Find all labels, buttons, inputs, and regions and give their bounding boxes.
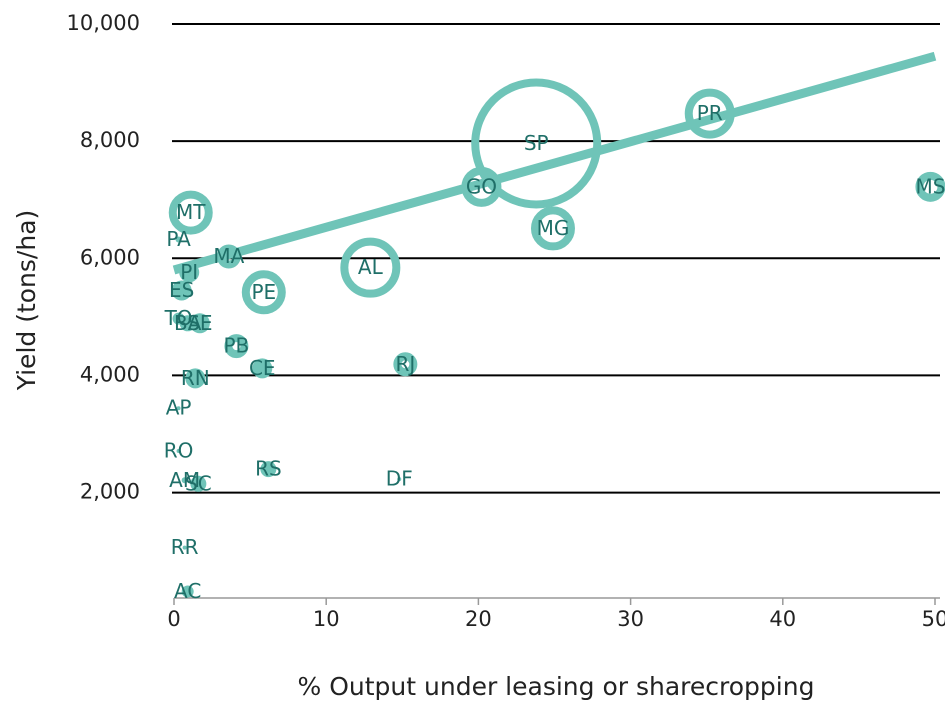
bubble-label: PE bbox=[251, 280, 276, 304]
bubble bbox=[684, 88, 735, 139]
bubble bbox=[185, 368, 206, 389]
bubble-label: MA bbox=[213, 244, 244, 268]
bubble bbox=[181, 585, 194, 598]
bubble bbox=[176, 406, 181, 411]
bubble-label: PA bbox=[166, 227, 191, 251]
bubble-label: RS bbox=[255, 457, 282, 481]
x-tick-label: 50 bbox=[922, 607, 945, 631]
bubble-label: DF bbox=[386, 467, 413, 491]
x-tick-label: 40 bbox=[769, 607, 796, 631]
bubble-label: SC bbox=[185, 471, 212, 495]
x-tick-label: 10 bbox=[313, 607, 340, 631]
bubble-label: AL bbox=[358, 255, 384, 279]
bubble-label: SE bbox=[187, 311, 212, 335]
bubble bbox=[241, 270, 286, 315]
bubble-label: AM bbox=[169, 468, 200, 492]
bubble-label: BA bbox=[174, 311, 202, 335]
bubble bbox=[179, 262, 200, 283]
bubble bbox=[181, 477, 188, 484]
y-tick-label: 6,000 bbox=[80, 245, 140, 269]
bubble-label: SP bbox=[524, 131, 549, 155]
y-tick-label: 8,000 bbox=[80, 128, 140, 152]
bubble bbox=[530, 206, 575, 251]
bubble bbox=[175, 236, 182, 243]
bubble bbox=[168, 190, 213, 235]
bubble-label: MG bbox=[537, 216, 570, 240]
y-tick-label: 10,000 bbox=[67, 11, 140, 35]
bubble bbox=[224, 334, 249, 359]
bubble bbox=[260, 461, 277, 478]
bubble bbox=[182, 545, 187, 550]
trend-line bbox=[172, 51, 937, 275]
bubble-label: GO bbox=[466, 174, 497, 198]
bubble-label: RJ bbox=[395, 352, 415, 376]
bubble bbox=[171, 280, 192, 301]
y-tick-label: 2,000 bbox=[80, 480, 140, 504]
bubble bbox=[340, 237, 401, 298]
x-tick-label: 20 bbox=[465, 607, 492, 631]
bubble bbox=[176, 448, 181, 453]
bubble-label: PI bbox=[180, 260, 198, 284]
bubble-label: CE bbox=[249, 356, 276, 380]
bubble-label: ES bbox=[169, 278, 194, 302]
bubble-label: RR bbox=[171, 535, 199, 559]
bubble bbox=[252, 358, 273, 379]
bubble bbox=[915, 171, 945, 202]
bubble bbox=[216, 244, 241, 269]
bubble-label: MT bbox=[176, 200, 206, 224]
bubble-label: PB bbox=[224, 334, 250, 358]
bubble bbox=[190, 475, 207, 492]
bubble bbox=[393, 352, 418, 377]
bubble bbox=[397, 477, 402, 482]
y-axis-title: Yield (tons/ha) bbox=[12, 210, 41, 392]
bubble-label: PR bbox=[697, 101, 723, 125]
bubble-label: TO bbox=[164, 306, 193, 330]
bubble-label: MS bbox=[915, 174, 945, 198]
bubble bbox=[471, 78, 602, 209]
bubble-label: RO bbox=[164, 438, 194, 462]
bubble-label: AC bbox=[174, 579, 201, 603]
y-tick-label: 4,000 bbox=[80, 362, 140, 386]
x-tick-label: 0 bbox=[167, 607, 180, 631]
bubble-label: AP bbox=[166, 396, 192, 420]
bubble-label: RN bbox=[181, 366, 210, 390]
x-tick-label: 30 bbox=[617, 607, 644, 631]
x-axis-title: % Output under leasing or sharecropping bbox=[298, 672, 815, 701]
bubble bbox=[189, 313, 210, 334]
